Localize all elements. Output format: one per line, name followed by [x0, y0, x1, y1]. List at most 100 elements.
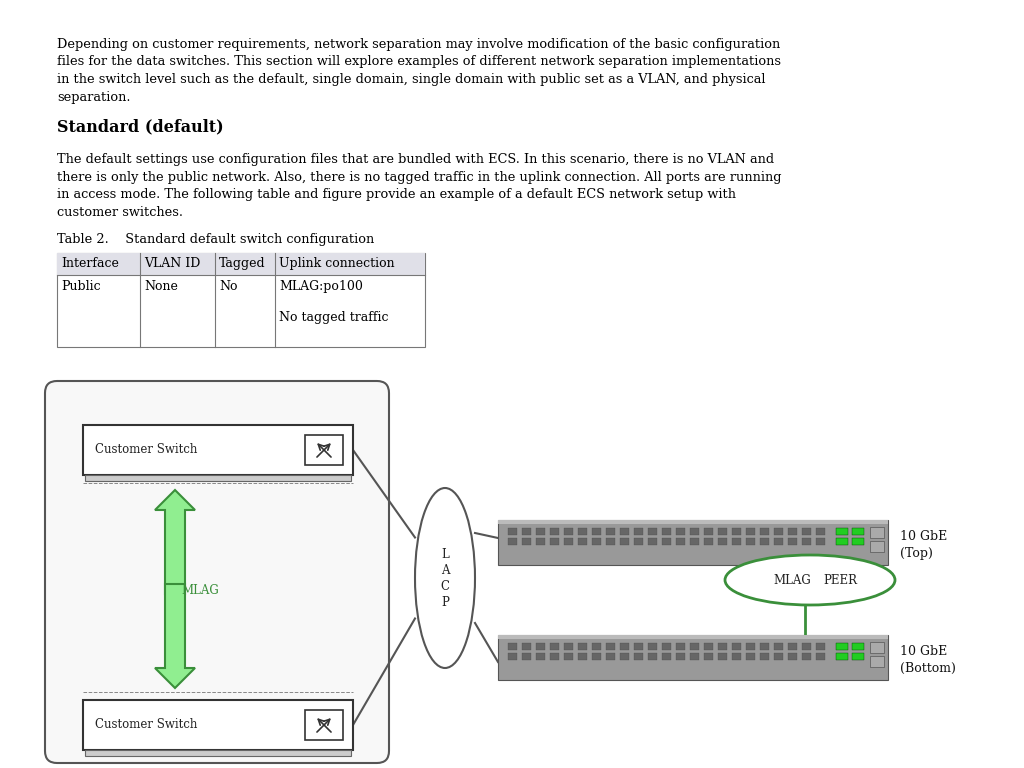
Bar: [774, 643, 783, 650]
Text: Tagged: Tagged: [219, 257, 265, 270]
Text: L
A
C
P: L A C P: [440, 548, 450, 608]
Bar: [836, 538, 848, 545]
Bar: [816, 538, 825, 545]
Bar: [774, 653, 783, 660]
Bar: [508, 538, 517, 545]
Bar: [690, 653, 699, 660]
Bar: [788, 643, 797, 650]
Bar: [498, 520, 888, 524]
Bar: [836, 528, 848, 535]
Bar: [522, 538, 531, 545]
Bar: [705, 653, 713, 660]
Text: No tagged traffic: No tagged traffic: [279, 312, 388, 325]
Bar: [508, 528, 517, 535]
Bar: [690, 528, 699, 535]
Text: (Bottom): (Bottom): [900, 662, 955, 675]
Bar: [802, 528, 811, 535]
Bar: [788, 653, 797, 660]
Text: there is only the public network. Also, there is no tagged traffic in the uplink: there is only the public network. Also, …: [57, 170, 781, 184]
Bar: [564, 528, 573, 535]
Bar: [852, 538, 864, 545]
Bar: [634, 653, 643, 660]
Bar: [718, 643, 727, 650]
Bar: [592, 653, 601, 660]
Bar: [305, 435, 343, 465]
FancyBboxPatch shape: [45, 381, 389, 763]
Bar: [760, 528, 769, 535]
Bar: [852, 653, 864, 660]
Bar: [634, 538, 643, 545]
Bar: [662, 538, 671, 545]
Bar: [564, 653, 573, 660]
Bar: [836, 653, 848, 660]
Bar: [705, 643, 713, 650]
Text: Table 2.    Standard default switch configuration: Table 2. Standard default switch configu…: [57, 233, 374, 246]
Bar: [746, 653, 755, 660]
Bar: [536, 528, 545, 535]
Bar: [802, 643, 811, 650]
Ellipse shape: [415, 488, 475, 668]
Bar: [564, 643, 573, 650]
Bar: [83, 700, 353, 750]
Bar: [536, 643, 545, 650]
Bar: [648, 653, 657, 660]
Text: The default settings use configuration files that are bundled with ECS. In this : The default settings use configuration f…: [57, 153, 774, 166]
Bar: [57, 253, 425, 347]
Bar: [620, 538, 629, 545]
Bar: [676, 643, 685, 650]
Bar: [676, 528, 685, 535]
Bar: [870, 656, 884, 667]
Bar: [522, 653, 531, 660]
Text: (Top): (Top): [900, 547, 933, 560]
Bar: [522, 643, 531, 650]
Bar: [648, 528, 657, 535]
Text: None: None: [144, 280, 178, 293]
Text: MLAG:po100: MLAG:po100: [279, 280, 362, 293]
Text: Standard (default): Standard (default): [57, 118, 223, 135]
Bar: [718, 653, 727, 660]
Text: MLAG: MLAG: [773, 574, 811, 587]
Text: Customer Switch: Customer Switch: [95, 718, 198, 731]
Bar: [634, 528, 643, 535]
Bar: [802, 538, 811, 545]
Bar: [578, 528, 587, 535]
Bar: [802, 653, 811, 660]
Bar: [85, 750, 351, 756]
Bar: [550, 653, 559, 660]
Text: Uplink connection: Uplink connection: [279, 257, 394, 270]
Bar: [746, 538, 755, 545]
Bar: [662, 528, 671, 535]
Bar: [550, 643, 559, 650]
Bar: [592, 538, 601, 545]
Bar: [732, 528, 741, 535]
Polygon shape: [155, 584, 195, 688]
Bar: [606, 653, 615, 660]
Bar: [836, 643, 848, 650]
Bar: [606, 643, 615, 650]
Bar: [852, 528, 864, 535]
Bar: [718, 528, 727, 535]
Text: VLAN ID: VLAN ID: [144, 257, 201, 270]
Bar: [620, 528, 629, 535]
Bar: [732, 538, 741, 545]
Text: Customer Switch: Customer Switch: [95, 443, 198, 456]
Bar: [816, 643, 825, 650]
Bar: [816, 528, 825, 535]
Bar: [816, 653, 825, 660]
Bar: [606, 528, 615, 535]
Bar: [508, 643, 517, 650]
Bar: [870, 642, 884, 653]
Bar: [690, 643, 699, 650]
Bar: [870, 541, 884, 552]
Text: 10 GbE: 10 GbE: [900, 530, 947, 543]
Text: in the switch level such as the default, single domain, single domain with publi: in the switch level such as the default,…: [57, 73, 766, 86]
Bar: [592, 528, 601, 535]
Bar: [592, 643, 601, 650]
Text: Public: Public: [61, 280, 100, 293]
Text: No: No: [219, 280, 238, 293]
Bar: [508, 653, 517, 660]
Text: files for the data switches. This section will explore examples of different net: files for the data switches. This sectio…: [57, 55, 781, 68]
Bar: [774, 538, 783, 545]
Bar: [578, 538, 587, 545]
Bar: [788, 528, 797, 535]
